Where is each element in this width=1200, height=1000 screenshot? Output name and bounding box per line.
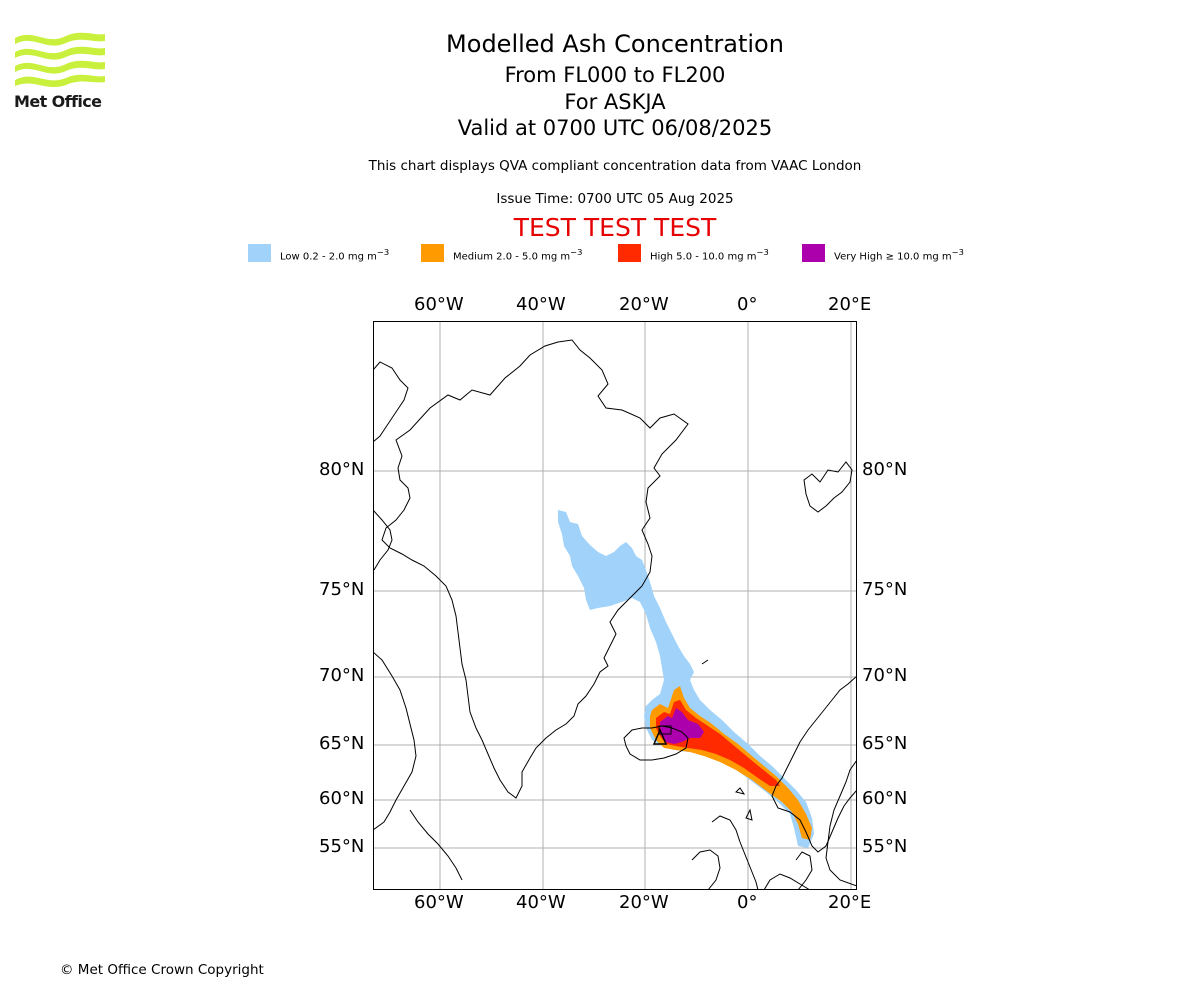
baffin-coast xyxy=(373,651,417,831)
legend-swatch-medium xyxy=(421,244,444,262)
issue-time: Issue Time: 0700 UTC 05 Aug 2025 xyxy=(496,191,734,207)
lat-label-left-80n: 80°N xyxy=(319,459,365,480)
lon-label-top-20w: 20°W xyxy=(619,294,669,315)
europe-coast xyxy=(763,873,811,890)
askja-volcano-marker xyxy=(652,725,672,745)
lon-label-top-40w: 40°W xyxy=(516,294,566,315)
jan-mayen xyxy=(701,659,709,665)
lon-label-bottom-20e: 20°E xyxy=(828,892,872,913)
legend-swatch-very-high xyxy=(802,244,825,262)
lon-label-bottom-20w: 20°W xyxy=(619,892,669,913)
lon-label-bottom-40w: 40°W xyxy=(516,892,566,913)
legend-item-very-high: Very High ≥ 10.0 mg m−3 xyxy=(802,244,992,264)
lon-label-top-20e: 20°E xyxy=(828,294,872,315)
lon-label-bottom-60w: 60°W xyxy=(414,892,464,913)
lat-label-right-75n: 75°N xyxy=(862,579,908,600)
lat-label-right-55n: 55°N xyxy=(862,836,908,857)
lat-label-left-55n: 55°N xyxy=(319,836,365,857)
graticule xyxy=(373,321,857,890)
legend-item-high: High 5.0 - 10.0 mg m−3 xyxy=(618,244,798,264)
legend-label-very-high: Very High ≥ 10.0 mg m−3 xyxy=(834,247,964,263)
lon-label-top-0: 0° xyxy=(737,294,758,315)
map-frame xyxy=(373,321,857,890)
logo-text: Met Office xyxy=(14,92,102,111)
lon-label-bottom-0: 0° xyxy=(737,892,758,913)
shetland-islands xyxy=(745,808,753,821)
legend-swatch-high xyxy=(618,244,641,262)
lat-label-right-65n: 65°N xyxy=(862,733,908,754)
met-office-logo: Met Office xyxy=(14,30,110,114)
volcano-name: For ASKJA xyxy=(564,90,666,114)
iceland-coast xyxy=(623,725,689,761)
scandinavia-coast xyxy=(771,675,857,853)
valid-time: Valid at 0700 UTC 06/08/2025 xyxy=(457,116,773,140)
ireland-coast xyxy=(691,849,721,890)
legend-label-medium: Medium 2.0 - 5.0 mg m−3 xyxy=(453,247,583,263)
legend-item-medium: Medium 2.0 - 5.0 mg m−3 xyxy=(421,244,611,264)
lat-label-left-70n: 70°N xyxy=(319,665,365,686)
denmark-coast xyxy=(795,851,813,890)
greenland-coast xyxy=(381,339,689,799)
canada-east-coast xyxy=(373,509,393,571)
coastlines xyxy=(373,339,857,890)
legend-swatch-low xyxy=(248,244,271,262)
lon-label-top-60w: 60°W xyxy=(414,294,464,315)
lat-label-right-60n: 60°N xyxy=(862,788,908,809)
test-banner: TEST TEST TEST xyxy=(513,213,717,242)
lat-label-left-60n: 60°N xyxy=(319,788,365,809)
svalbard-coast xyxy=(803,461,853,513)
lat-label-right-70n: 70°N xyxy=(862,665,908,686)
chart-subtitle: This chart displays QVA compliant concen… xyxy=(368,158,862,174)
copyright-notice: © Met Office Crown Copyright xyxy=(60,962,264,978)
met-office-wave-icon xyxy=(15,32,105,88)
ash-very-high-area xyxy=(660,708,704,744)
baltic-coast xyxy=(825,759,857,887)
legend-label-high: High 5.0 - 10.0 mg m−3 xyxy=(650,247,769,263)
canada-north-coast xyxy=(373,361,409,443)
legend-item-low: Low 0.2 - 2.0 mg m−3 xyxy=(248,244,418,264)
labrador-coast xyxy=(409,809,463,881)
faroe-islands xyxy=(735,787,746,795)
lat-label-right-80n: 80°N xyxy=(862,459,908,480)
scotland-coast xyxy=(711,815,759,890)
lat-label-left-75n: 75°N xyxy=(319,579,365,600)
chart-title: Modelled Ash Concentration xyxy=(446,30,784,58)
flight-level-range: From FL000 to FL200 xyxy=(504,63,726,87)
legend-label-low: Low 0.2 - 2.0 mg m−3 xyxy=(280,247,390,263)
lat-label-left-65n: 65°N xyxy=(319,733,365,754)
